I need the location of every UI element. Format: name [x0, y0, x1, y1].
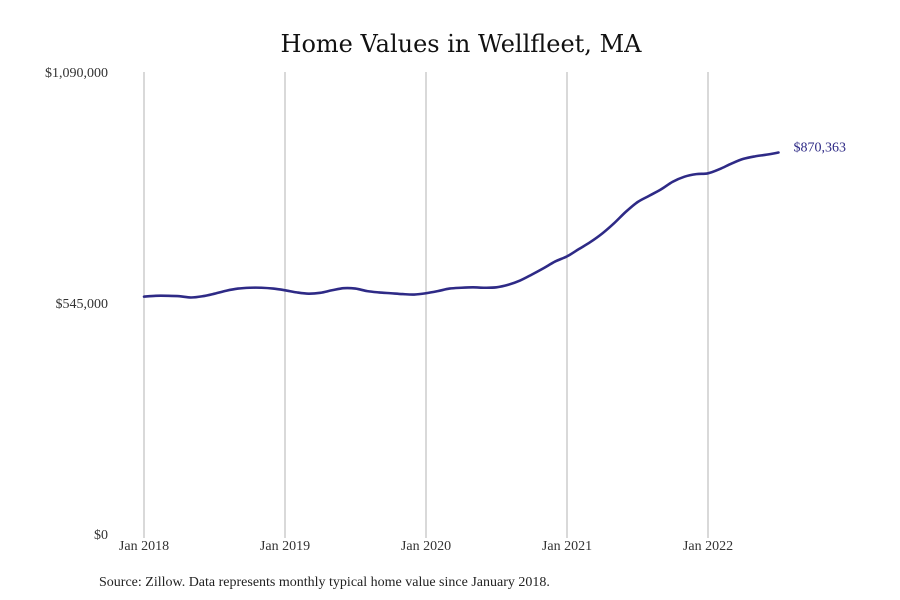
y-axis-ticks: $0 $545,000 $1,090,000 — [45, 66, 108, 543]
x-tick-label: Jan 2020 — [401, 539, 451, 554]
x-tick-label: Jan 2022 — [683, 539, 733, 554]
y-tick-label: $1,090,000 — [45, 66, 108, 81]
chart-title: Home Values in Wellfleet, MA — [281, 30, 643, 58]
source-note: Source: Zillow. Data represents monthly … — [99, 575, 550, 590]
x-tick-label: Jan 2019 — [260, 539, 310, 554]
x-tick-label: Jan 2018 — [119, 539, 169, 554]
x-axis-ticks: Jan 2018 Jan 2019 Jan 2020 Jan 2021 Jan 2022 — [119, 539, 733, 554]
y-tick-label: $0 — [94, 528, 108, 543]
y-tick-label: $545,000 — [56, 297, 109, 312]
x-tick-label: Jan 2021 — [542, 539, 592, 554]
gridlines — [143, 72, 709, 538]
end-value-label: $870,363 — [794, 141, 847, 156]
series-line-home-value — [142, 151, 780, 299]
